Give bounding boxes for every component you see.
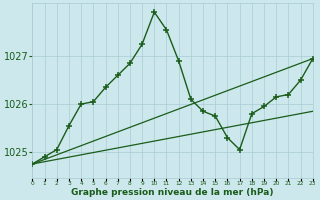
X-axis label: Graphe pression niveau de la mer (hPa): Graphe pression niveau de la mer (hPa)	[71, 188, 274, 197]
